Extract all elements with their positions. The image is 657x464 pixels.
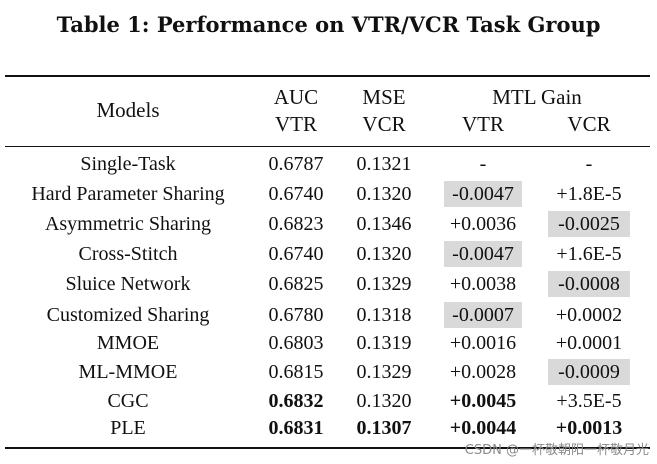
- header-mtl-gain: MTL Gain: [492, 85, 582, 109]
- row-gain-vtr: -: [479, 153, 487, 175]
- row-mse-best: 0.1307: [356, 417, 412, 439]
- row-model: Cross-Stitch: [78, 243, 178, 265]
- row-model: Sluice Network: [65, 273, 191, 295]
- row-gain-vtr: +0.0028: [449, 361, 517, 383]
- row-gain-vtr: +0.0036: [449, 213, 517, 235]
- top-rule: [5, 75, 650, 77]
- row-gain-vcr: -: [585, 153, 593, 175]
- row-auc: 0.6740: [268, 183, 324, 205]
- row-auc: 0.6740: [268, 243, 324, 265]
- header-mtl-vcr: VCR: [567, 112, 611, 136]
- row-gain-vcr: +0.0001: [555, 332, 623, 354]
- row-gain-vtr-best: +0.0044: [449, 417, 517, 439]
- row-gain-vtr-highlight: -0.0047: [444, 181, 522, 207]
- row-model: Single-Task: [80, 153, 176, 175]
- header-mse: MSE: [362, 85, 406, 109]
- header-mse-vcr: VCR: [362, 112, 406, 136]
- row-auc: 0.6825: [268, 273, 324, 295]
- row-mse: 0.1321: [356, 153, 412, 175]
- bottom-rule: [5, 447, 650, 449]
- row-auc: 0.6780: [268, 304, 324, 326]
- watermark: CSDN @一杯敬朝阳一杯敬月光: [464, 443, 649, 458]
- row-model: Customized Sharing: [46, 304, 210, 326]
- row-gain-vcr-highlight: -0.0025: [548, 211, 630, 237]
- header-rule: [5, 146, 650, 147]
- row-mse: 0.1320: [356, 243, 412, 265]
- row-gain-vtr-highlight: -0.0007: [444, 302, 522, 328]
- row-gain-vtr-best: +0.0045: [449, 390, 517, 412]
- row-gain-vcr-highlight: -0.0008: [548, 271, 630, 297]
- row-model: CGC: [107, 390, 149, 412]
- header-mtl-vtr: VTR: [462, 112, 504, 136]
- row-auc-best: 0.6832: [268, 390, 324, 412]
- row-auc: 0.6803: [268, 332, 324, 354]
- row-gain-vcr-highlight: -0.0009: [548, 359, 630, 385]
- row-gain-vcr: +3.5E-5: [556, 390, 622, 412]
- row-mse: 0.1320: [356, 390, 412, 412]
- table-title: Table 1: Performance on VTR/VCR Task Gro…: [56, 12, 601, 37]
- row-model: PLE: [110, 417, 146, 439]
- row-mse: 0.1319: [356, 332, 412, 354]
- row-mse: 0.1346: [356, 213, 412, 235]
- row-gain-vcr-best: +0.0013: [555, 417, 623, 439]
- row-auc-best: 0.6831: [268, 417, 324, 439]
- row-mse: 0.1329: [356, 361, 412, 383]
- row-gain-vcr: +0.0002: [555, 304, 623, 326]
- row-auc: 0.6787: [268, 153, 324, 175]
- row-mse: 0.1320: [356, 183, 412, 205]
- row-mse: 0.1329: [356, 273, 412, 295]
- row-gain-vtr-highlight: -0.0047: [444, 241, 522, 267]
- row-gain-vtr: +0.0016: [449, 332, 517, 354]
- row-model: Hard Parameter Sharing: [31, 183, 225, 205]
- header-auc-vtr: VTR: [275, 112, 317, 136]
- row-gain-vcr: +1.8E-5: [556, 183, 622, 205]
- header-models: Models: [96, 98, 160, 122]
- row-model: ML-MMOE: [78, 361, 178, 383]
- row-gain-vtr: +0.0038: [449, 273, 517, 295]
- row-auc: 0.6823: [268, 213, 324, 235]
- row-mse: 0.1318: [356, 304, 412, 326]
- header-auc: AUC: [273, 85, 319, 109]
- row-model: Asymmetric Sharing: [44, 213, 212, 235]
- row-model: MMOE: [96, 332, 160, 354]
- row-gain-vcr: +1.6E-5: [556, 243, 622, 265]
- row-auc: 0.6815: [268, 361, 324, 383]
